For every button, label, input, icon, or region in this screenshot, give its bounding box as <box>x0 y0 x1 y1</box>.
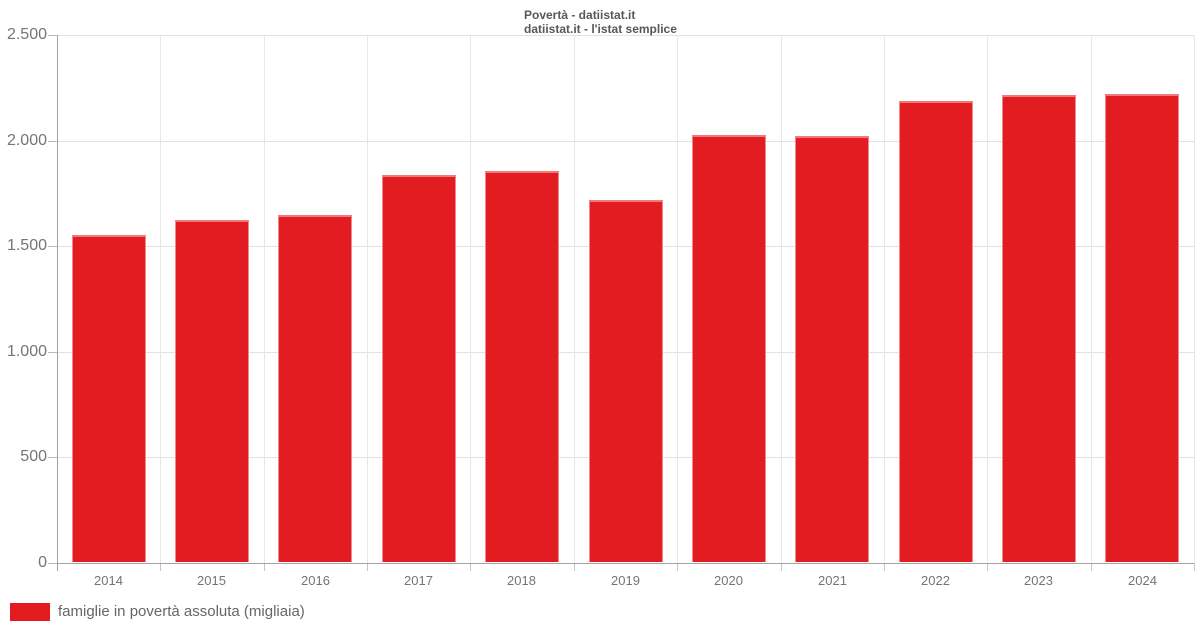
x-tick-1 <box>160 563 161 571</box>
x-axis-label-2016: 2016 <box>301 573 330 588</box>
x-axis-label-2021: 2021 <box>818 573 847 588</box>
x-gridline-10 <box>1091 35 1092 563</box>
bar-2015[interactable] <box>175 220 249 562</box>
legend-label: famiglie in povertà assoluta (migliaia) <box>58 603 305 620</box>
y-tick-1.500 <box>48 246 57 247</box>
y-tick-2.000 <box>48 141 57 142</box>
x-gridline-2 <box>264 35 265 563</box>
y-tick-500 <box>48 457 57 458</box>
y-axis-label: 500 <box>20 448 47 465</box>
y-axis-label: 2.500 <box>6 26 47 43</box>
x-tick-9 <box>987 563 988 571</box>
x-gridline-4 <box>470 35 471 563</box>
x-tick-8 <box>884 563 885 571</box>
bar-2020[interactable] <box>692 135 766 562</box>
y-axis-label: 2.000 <box>6 132 47 149</box>
chart-title-line2: datiistat.it - l'istat semplice <box>524 22 677 36</box>
bar-2024[interactable] <box>1105 94 1179 562</box>
x-gridline-9 <box>987 35 988 563</box>
x-gridline-3 <box>367 35 368 563</box>
x-axis-label-2014: 2014 <box>94 573 123 588</box>
x-axis-label-2024: 2024 <box>1128 573 1157 588</box>
y-tick-2.500 <box>48 35 57 36</box>
x-gridline-1 <box>160 35 161 563</box>
bar-2021[interactable] <box>795 136 869 562</box>
x-axis-label-2023: 2023 <box>1024 573 1053 588</box>
x-gridline-8 <box>884 35 885 563</box>
bar-2018[interactable] <box>485 171 559 562</box>
y-gridline-2.000 <box>57 141 1194 142</box>
bar-2017[interactable] <box>382 175 456 562</box>
legend[interactable]: famiglie in povertà assoluta (migliaia) <box>10 602 305 621</box>
y-tick-1.000 <box>48 352 57 353</box>
bar-2023[interactable] <box>1002 95 1076 562</box>
x-tick-6 <box>677 563 678 571</box>
bar-2019[interactable] <box>589 200 663 562</box>
x-axis-label-2019: 2019 <box>611 573 640 588</box>
x-tick-5 <box>574 563 575 571</box>
x-axis-label-2017: 2017 <box>404 573 433 588</box>
legend-swatch <box>10 602 50 621</box>
x-axis-label-2020: 2020 <box>714 573 743 588</box>
bar-2022[interactable] <box>899 101 973 562</box>
x-gridline-11 <box>1194 35 1195 563</box>
bar-2016[interactable] <box>278 215 352 562</box>
x-axis-label-2018: 2018 <box>507 573 536 588</box>
x-tick-2 <box>264 563 265 571</box>
y-axis-label: 1.500 <box>6 237 47 254</box>
x-tick-7 <box>781 563 782 571</box>
y-tick-0 <box>48 563 57 564</box>
y-axis-label: 1.000 <box>6 343 47 360</box>
y-axis-line <box>57 35 58 571</box>
x-axis-label-2015: 2015 <box>197 573 226 588</box>
x-tick-4 <box>470 563 471 571</box>
x-axis-line <box>57 563 1194 564</box>
chart-title: Povertà - datiistat.it datiistat.it - l'… <box>524 8 677 36</box>
x-gridline-5 <box>574 35 575 563</box>
x-tick-10 <box>1091 563 1092 571</box>
chart-title-line1: Povertà - datiistat.it <box>524 8 636 22</box>
y-gridline-2.500 <box>57 35 1194 36</box>
x-axis-label-2022: 2022 <box>921 573 950 588</box>
x-gridline-7 <box>781 35 782 563</box>
x-gridline-6 <box>677 35 678 563</box>
x-tick-3 <box>367 563 368 571</box>
x-tick-11 <box>1194 563 1195 571</box>
y-axis-label: 0 <box>38 554 47 571</box>
bar-2014[interactable] <box>72 235 146 562</box>
